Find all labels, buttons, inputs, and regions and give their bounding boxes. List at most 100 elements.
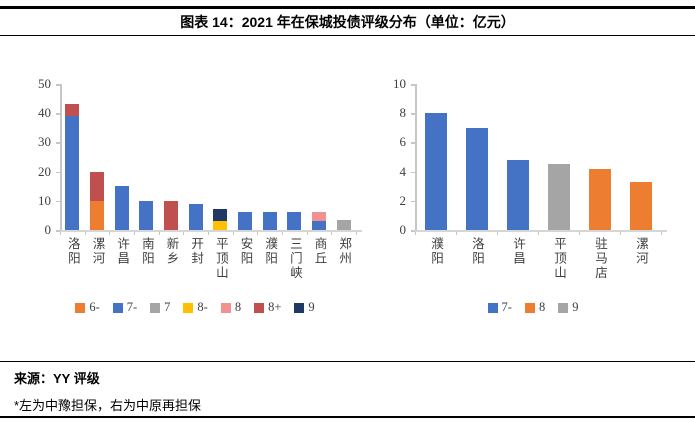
x-category-label: 三门峡 [282,237,307,297]
bar-segment-8- [213,221,228,230]
x-category-text: 郑州 [337,237,352,266]
x-category-text: 南阳 [139,237,154,266]
x-category-label: 许昌 [497,237,538,297]
legend-item: 9 [294,300,315,315]
y-tick [56,171,60,174]
x-category-label: 濮阳 [415,237,456,297]
x-category-text: 平顶山 [552,237,566,281]
source-text: 来源：YY 评级 [14,371,100,386]
x-axis-line [415,230,667,232]
x-category-text: 许昌 [115,237,130,266]
x-category-text: 开封 [189,237,204,266]
x-tick [456,232,457,235]
x-tick [620,232,621,235]
legend-swatch [487,302,498,313]
y-axis-label: 40 [38,105,51,121]
y-axis-label: 30 [38,134,51,150]
legend-item: 8 [524,300,546,315]
legend-swatch [254,302,265,313]
legend: 6- 7- 7 8- 8 8+ 9 [20,300,370,315]
bar-segment-9 [213,208,228,222]
y-axis-line [60,84,62,230]
x-tick [109,232,111,235]
bar-segment-7- [114,186,129,230]
x-category-label: 平顶山 [538,237,579,297]
x-category-label: 驻马店 [579,237,620,297]
legend-label: 8 [538,300,546,314]
bar-segment-7- [188,203,203,230]
x-category-label: 新乡 [159,237,184,297]
x-category-text: 驻马店 [593,237,607,281]
legend-label: 9 [308,300,315,314]
legend-item: 8+ [254,300,281,315]
x-tick [282,232,283,235]
x-tick [158,232,160,235]
legend-swatch [524,302,535,313]
y-tick [411,84,415,86]
x-category-label: 郑州 [331,237,356,297]
y-axis-label: 10 [393,76,406,91]
legend-swatch [558,302,569,313]
legend-swatch [75,302,86,313]
top-rule [0,6,695,9]
bar-segment-9 [547,164,570,230]
x-category-text: 安阳 [238,237,253,266]
y-axis-label: 4 [399,163,407,179]
legend-item: 7 [150,300,170,315]
x-tick [661,232,662,235]
legend-swatch [150,302,161,313]
bottom-rule [0,416,695,418]
y-tick [56,200,60,203]
legend-label: 8+ [268,300,282,314]
legend-swatch [183,302,194,313]
legend-item: 6- [75,300,100,315]
legend-label: 9 [572,300,579,314]
legend-label: 8 [234,300,242,314]
x-category-label: 洛阳 [456,237,497,297]
y-axis-label: 2 [399,192,407,208]
x-category-text: 许昌 [511,237,525,266]
bar-segment-8 [629,181,652,230]
x-category-label: 漯河 [620,237,661,297]
bar-segment-8 [588,168,611,230]
y-tick [411,113,415,115]
x-category-text: 三门峡 [287,237,302,281]
x-tick [232,232,234,235]
y-tick [56,84,60,86]
legend-swatch [294,302,305,313]
bar-segment-7- [287,212,302,230]
x-category-text: 洛阳 [470,237,484,266]
bar-segment-7- [65,116,80,230]
x-axis-line [60,230,362,232]
bar-segment-7- [139,200,154,230]
x-category-label: 漯河 [85,237,110,297]
x-category-label: 许昌 [109,237,134,297]
x-tick [208,232,209,235]
legend-item: 8 [220,300,242,315]
y-axis-label: 0 [399,222,407,237]
right-chart: 0 2 4 6 8 10 濮阳 洛阳 许昌 平顶山 驻马店 漯河 7- 8 9 [385,72,681,334]
bar-segment-7- [262,212,277,230]
x-tick [134,232,135,235]
x-category-label: 安阳 [233,237,258,297]
x-category-label: 濮阳 [257,237,282,297]
chart-title: 图表 14：2021 年在保城投债评级分布（单位：亿元） [180,14,515,30]
bar-segment-8+ [164,200,178,230]
y-axis-label: 50 [38,76,51,91]
x-category-text: 新乡 [164,237,179,266]
y-axis-label: 8 [399,105,407,121]
legend-item: 9 [558,300,578,315]
x-tick [60,232,61,235]
y-axis-line [415,84,417,230]
x-category-text: 漯河 [90,237,105,266]
left-chart: 0 10 20 30 40 50 洛阳 漯河 许昌 南阳 新乡 开封 平顶山 安阳 濮阳 三门峡 商丘 郑州 6- 7… [20,72,370,334]
bar-segment-7 [336,219,351,230]
legend-item: 8- [183,300,208,315]
x-tick [415,232,416,235]
x-tick [331,232,333,235]
y-axis-label: 6 [399,134,407,150]
y-tick [56,113,60,115]
x-category-text: 漯河 [634,237,648,266]
x-tick [579,232,580,235]
